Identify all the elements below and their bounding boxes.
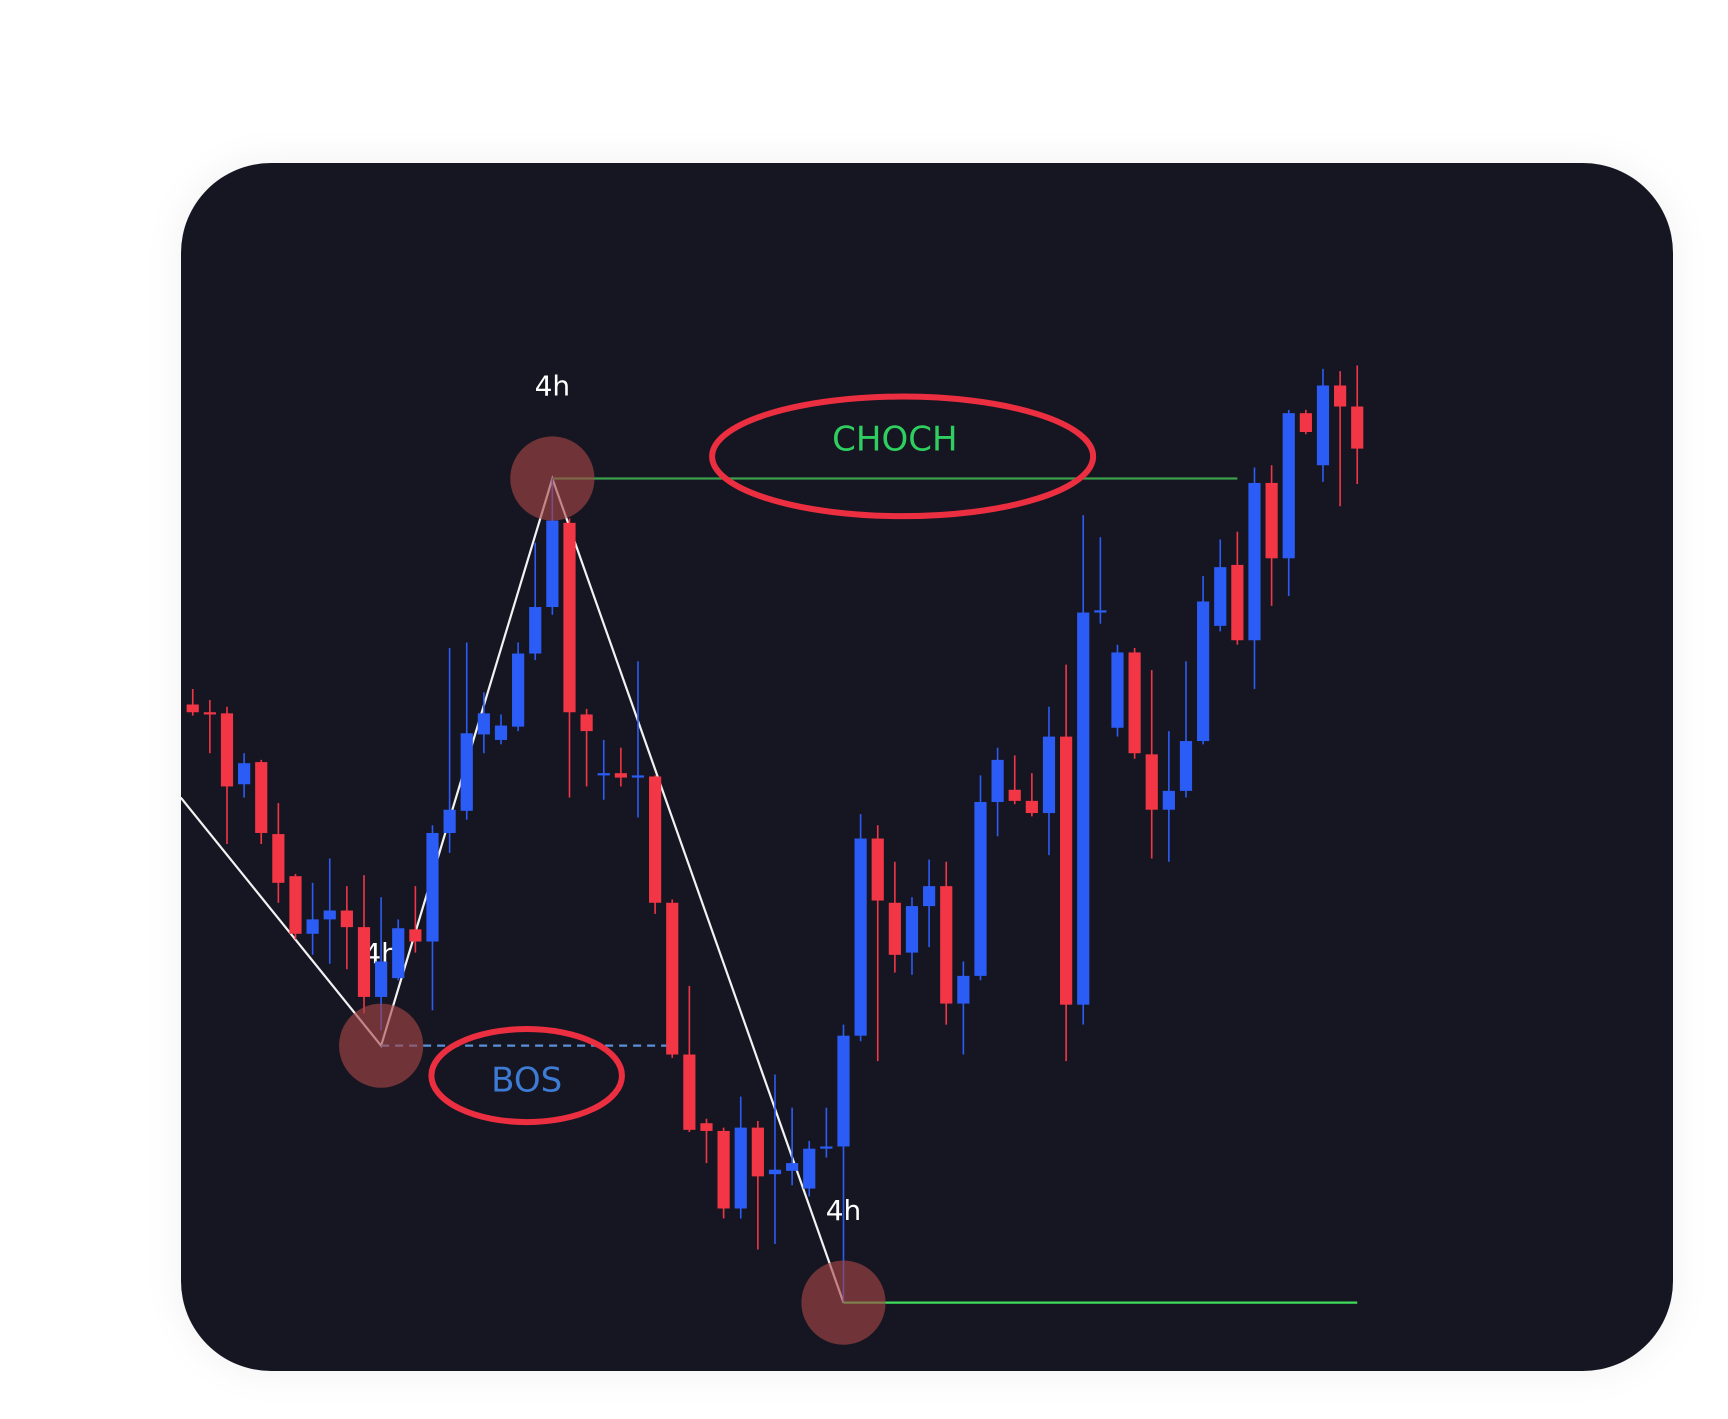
label-highlight-ellipse <box>428 1026 625 1126</box>
candle-body <box>666 902 679 1055</box>
candle-body <box>1060 736 1073 1005</box>
candle-body <box>375 961 388 997</box>
candle-body <box>649 776 662 903</box>
candle-body <box>597 773 610 776</box>
swing-point <box>510 436 595 521</box>
candle-body <box>1042 736 1056 814</box>
candle-body <box>768 1169 782 1175</box>
candle-body <box>1111 652 1124 728</box>
candle-body <box>529 607 542 654</box>
candle-body <box>1299 413 1312 432</box>
candle-body <box>392 928 405 979</box>
candle-body <box>494 725 508 740</box>
candle-body <box>238 763 251 785</box>
candle-body <box>220 713 234 787</box>
candle-body <box>563 522 576 713</box>
candle-body <box>1197 601 1210 742</box>
candle-body <box>1316 385 1330 466</box>
candle-body <box>289 876 302 934</box>
candle-body <box>854 838 867 1036</box>
candle-body <box>786 1163 799 1171</box>
candle-body <box>683 1054 696 1130</box>
candle-body <box>837 1035 850 1147</box>
candle-body <box>1282 413 1295 559</box>
swing-point <box>801 1260 886 1345</box>
candle-body <box>734 1127 747 1209</box>
level-label: BOS <box>491 1061 562 1101</box>
swing-label: 4h <box>535 370 571 403</box>
candle-body <box>1334 385 1347 407</box>
candle-body <box>820 1146 833 1149</box>
candle-body <box>340 910 353 928</box>
candle-body <box>717 1130 730 1209</box>
candle-body <box>323 910 336 920</box>
candle-body <box>923 886 936 907</box>
swing-point <box>339 1003 424 1088</box>
level-label: CHOCH <box>832 419 957 459</box>
candle-body <box>1351 406 1364 449</box>
candle-body <box>888 902 901 955</box>
candle-body <box>614 773 627 778</box>
candle-body <box>871 838 884 901</box>
candle-body <box>255 762 268 833</box>
candle-body <box>443 809 456 833</box>
candle-body <box>306 919 319 934</box>
candle-body <box>1162 790 1175 810</box>
candle-body <box>1025 800 1038 814</box>
candle-body <box>409 929 422 942</box>
candle-body <box>751 1127 764 1177</box>
candle-body <box>1248 482 1261 641</box>
candle-body <box>1128 652 1141 754</box>
candle-body <box>1265 482 1278 559</box>
candle-body <box>1008 789 1021 801</box>
candle-body <box>991 759 1004 802</box>
candle-body <box>203 712 216 715</box>
candle-body <box>460 733 473 811</box>
candle-body <box>1077 612 1090 1005</box>
candle-body <box>974 801 987 976</box>
candle-body <box>1214 567 1227 626</box>
candle-body <box>1094 610 1107 613</box>
candle-body <box>905 906 919 953</box>
candle-body <box>546 520 559 608</box>
candle-body <box>940 886 953 1004</box>
label-highlight-ellipse <box>709 393 1097 520</box>
chart-panel <box>181 163 1673 1371</box>
candle-body <box>186 704 199 713</box>
candle-body <box>700 1123 713 1131</box>
candle-body <box>1231 564 1244 641</box>
candle-body <box>957 975 970 1004</box>
candle-body <box>512 653 525 727</box>
candle-body <box>803 1148 816 1189</box>
candle-body <box>631 775 645 778</box>
candle-body <box>272 834 285 883</box>
candle-body <box>426 832 439 942</box>
candle-body <box>357 927 371 997</box>
candle-body <box>580 714 593 732</box>
candle-body <box>1179 741 1193 791</box>
candle-body <box>477 713 490 735</box>
candle-body <box>1145 754 1158 810</box>
